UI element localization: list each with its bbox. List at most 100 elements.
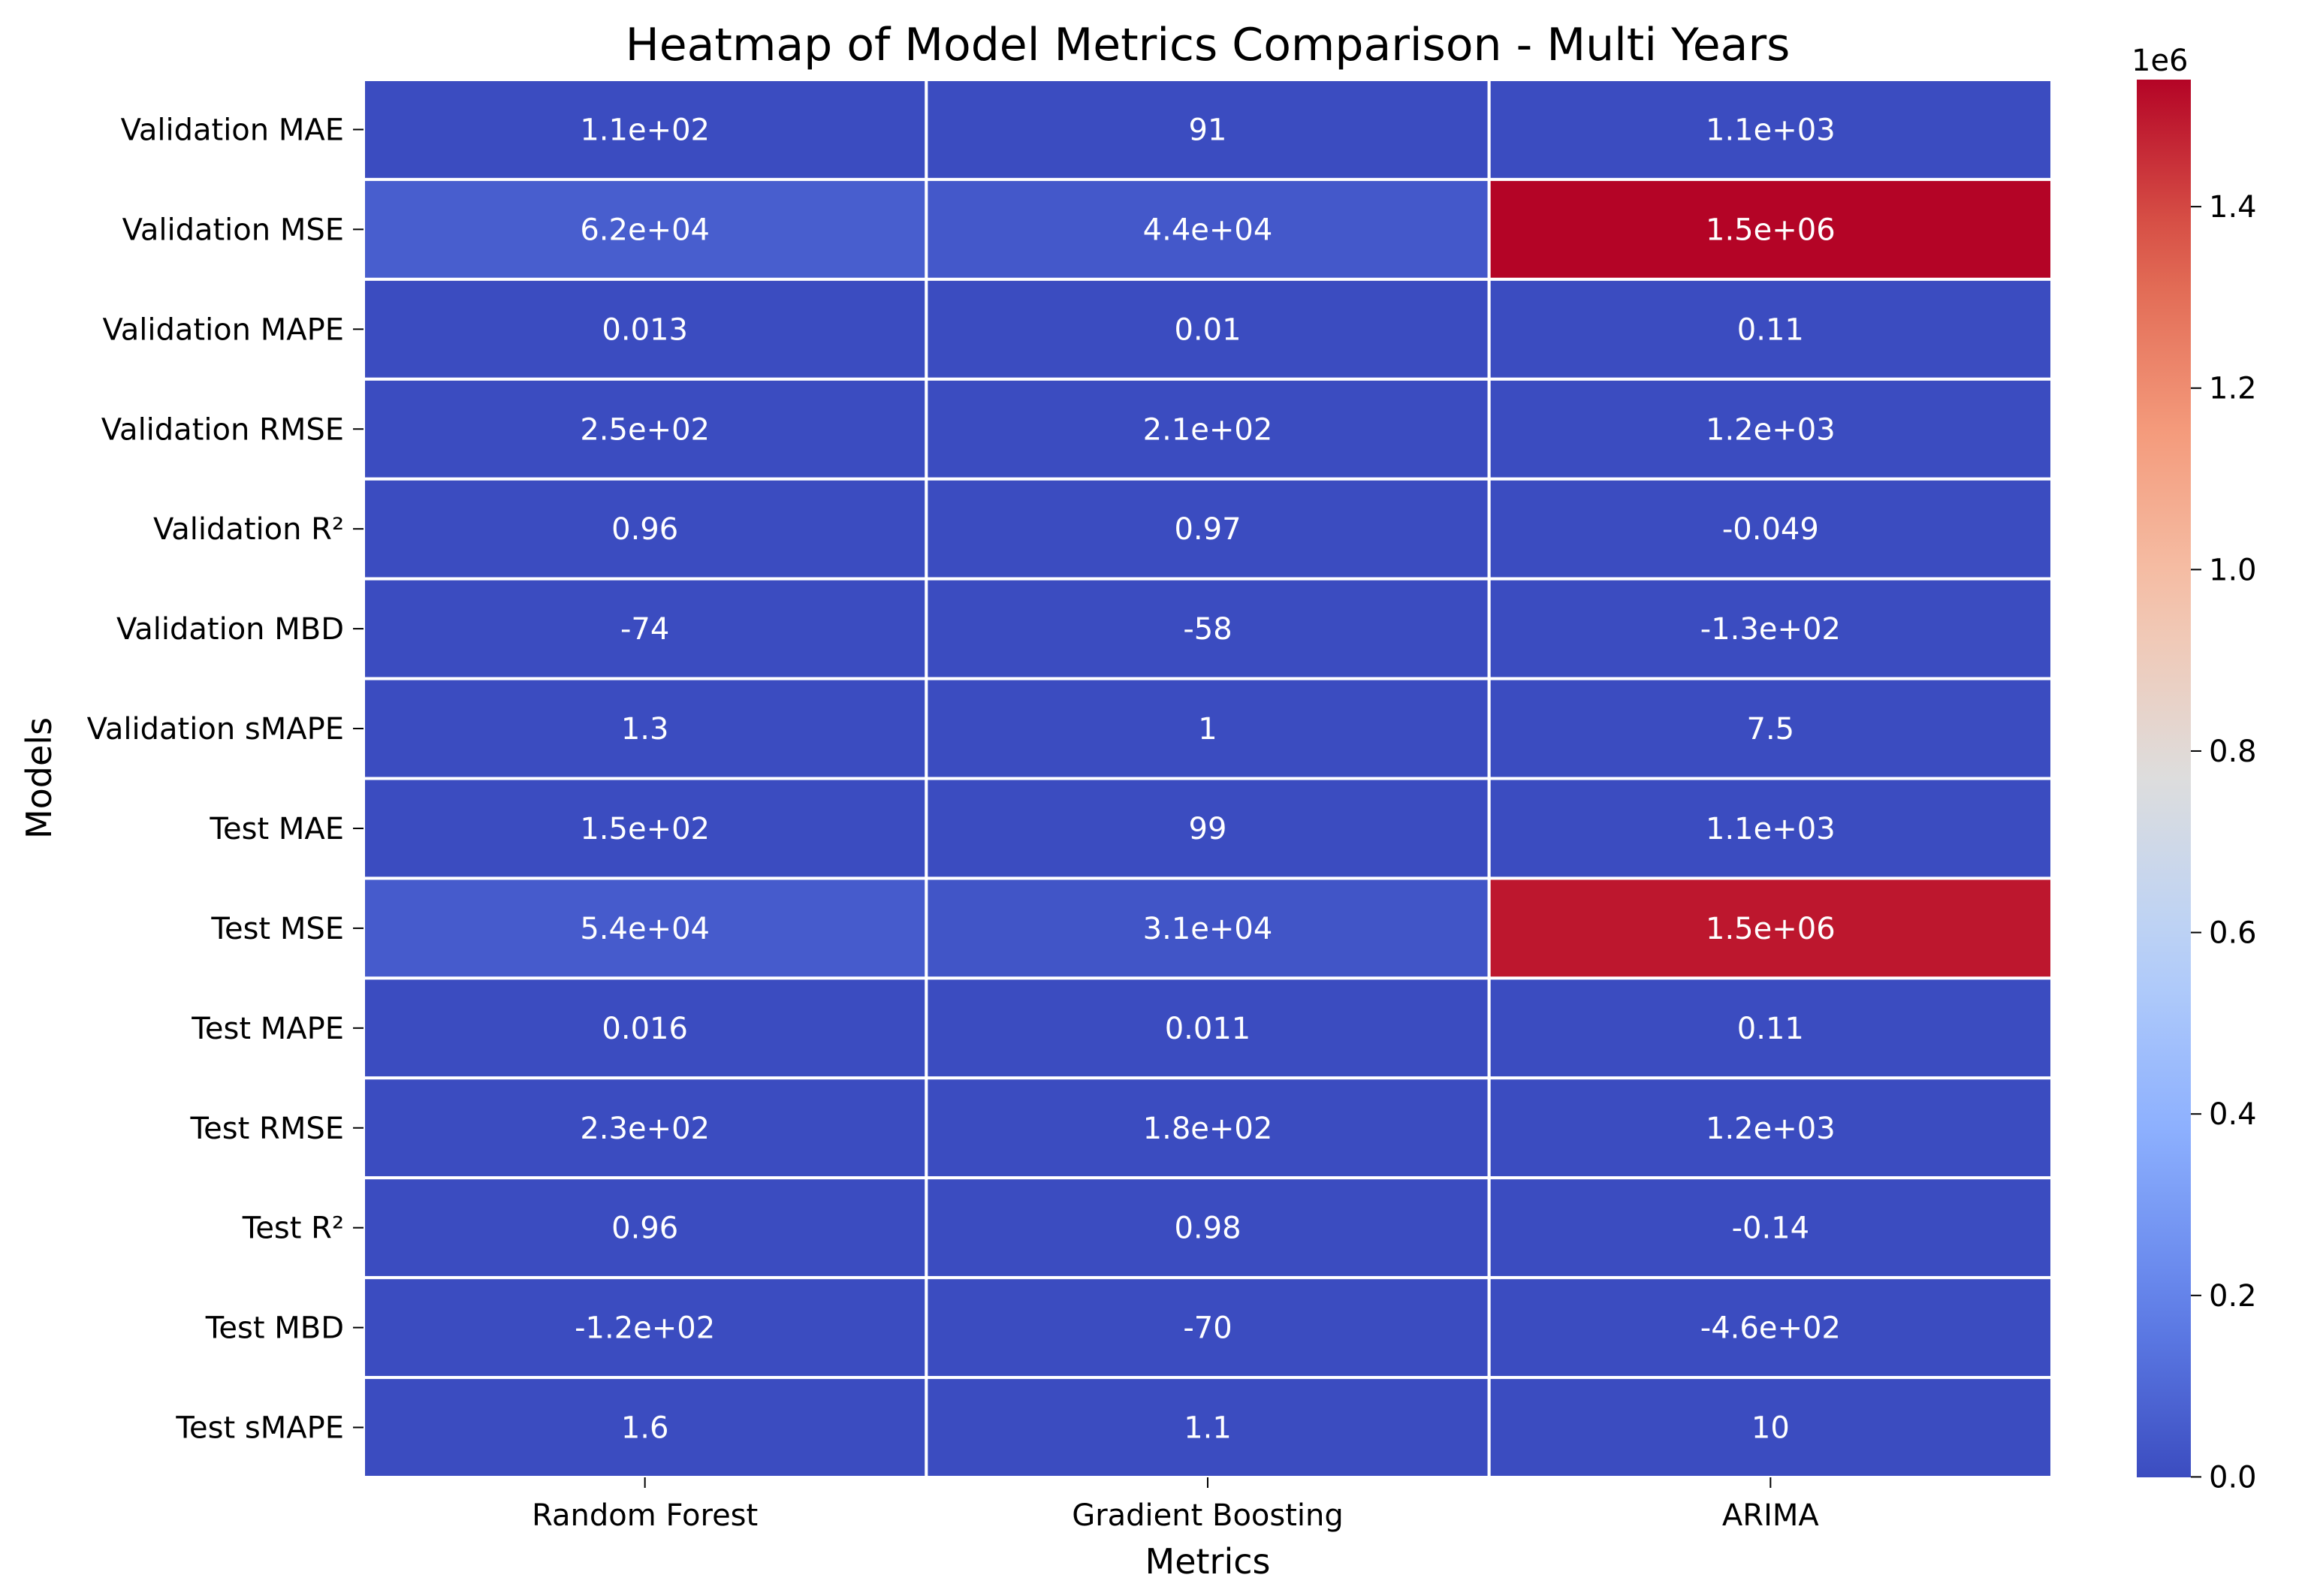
row-label-validation-mae: Validation MAE: [121, 113, 344, 147]
cell-value-label: 0.96: [611, 512, 678, 547]
heatmap-cell-validation-r2-gradient-boosting: [925, 477, 1491, 581]
row-tick-labels: Validation MAE Validation MSE Validation M…: [87, 113, 364, 1446]
cell-value-label: 0.11: [1737, 312, 1804, 347]
cell-value-label: 4.4e+04: [1143, 213, 1273, 247]
cell-value-label: -0.14: [1732, 1211, 1810, 1246]
cell-value-label: 1.1e+03: [1706, 812, 1836, 846]
heatmap-cell-test-mbd-arima: [1487, 1276, 2053, 1380]
cell-value-label: 1.1: [1184, 1411, 1232, 1446]
cell-value-label: 0.013: [602, 312, 688, 347]
heatmap-cell-test-mse-random-forest: [362, 876, 928, 980]
heatmap-cell-validation-mbd-gradient-boosting: [925, 577, 1491, 680]
row-label-test-mse: Test MSE: [210, 912, 344, 946]
heatmap-cell-validation-smape-arima: [1487, 677, 2053, 780]
row-label-validation-smape: Validation sMAPE: [87, 712, 344, 747]
cell-value-label: 5.4e+04: [580, 912, 710, 946]
heatmap-cell-test-r2-arima: [1487, 1176, 2053, 1280]
cell-value-label: 0.11: [1737, 1012, 1804, 1046]
colorbar-tick-label: 1.4: [2209, 190, 2257, 225]
cell-value-label: 0.016: [602, 1012, 688, 1046]
y-axis-title: Models: [19, 717, 59, 839]
cell-value-label: 6.2e+04: [580, 213, 710, 247]
chart-title: Heatmap of Model Metrics Comparison - Mu…: [626, 19, 1791, 71]
cell-value-label: 0.96: [611, 1211, 678, 1246]
cell-value-label: -1.3e+02: [1700, 612, 1841, 647]
heatmap-cell-test-mape-gradient-boosting: [925, 976, 1491, 1080]
x-axis-title: Metrics: [1145, 1541, 1271, 1582]
column-label-gradient-boosting: Gradient Boosting: [1072, 1498, 1344, 1533]
heatmap-cell-test-rmse-random-forest: [362, 1076, 928, 1180]
cell-value-label: 10: [1751, 1411, 1790, 1446]
cell-value-label: 1.5e+02: [580, 812, 710, 846]
heatmap-cell-validation-smape-gradient-boosting: [925, 677, 1491, 780]
heatmap-cell-validation-mae-random-forest: [362, 78, 928, 181]
cell-value-label: 1.3: [621, 712, 669, 747]
heatmap-cell-test-mae-arima: [1487, 777, 2053, 880]
row-label-test-r2: Test R²: [242, 1211, 344, 1246]
cell-value-label: 0.01: [1174, 312, 1241, 347]
colorbar-tick-label: 0.4: [2209, 1097, 2257, 1132]
cell-value-label: 99: [1189, 812, 1227, 846]
cell-value-label: 7.5: [1747, 712, 1795, 747]
row-label-test-mbd: Test MBD: [205, 1311, 344, 1346]
colorbar-tick-label: 0.2: [2209, 1279, 2257, 1314]
cell-value-label: 1.1e+02: [580, 113, 710, 147]
colorbar-scale-label: 1e6: [2132, 44, 2189, 78]
heatmap-cell-validation-rmse-arima: [1487, 377, 2053, 481]
heatmap-cells: 1.1e+02 91 1.1e+03 6.2e+04 4.4e+04 1.5e+06 0.0…: [362, 78, 2053, 1479]
colorbar: 1e6 0.0 0.2 0.4 0.6 0.8 1.0 1.2 1.4: [2132, 44, 2257, 1495]
cell-value-label: 0.98: [1174, 1211, 1241, 1246]
cell-value-label: 1.2e+03: [1706, 1112, 1836, 1146]
row-label-test-rmse: Test RMSE: [190, 1112, 344, 1146]
heatmap-cell-test-mbd-random-forest: [362, 1276, 928, 1380]
heatmap-cell-validation-mbd-arima: [1487, 577, 2053, 680]
heatmap-cell-test-mse-arima: [1487, 876, 2053, 980]
colorbar-gradient: [2137, 80, 2191, 1477]
heatmap-cell-test-mae-random-forest: [362, 777, 928, 880]
colorbar-tick-label: 1.0: [2209, 553, 2257, 587]
cell-value-label: 91: [1189, 113, 1227, 147]
cell-value-label: 1: [1198, 712, 1217, 747]
heatmap-cell-test-mape-arima: [1487, 976, 2053, 1080]
row-label-test-mape: Test MAPE: [191, 1012, 344, 1046]
heatmap-cell-validation-mae-gradient-boosting: [925, 78, 1491, 181]
colorbar-tick-label: 0.8: [2209, 735, 2257, 769]
heatmap-cell-validation-smape-random-forest: [362, 677, 928, 780]
row-label-validation-r2: Validation R²: [153, 512, 344, 547]
heatmap-cell-test-rmse-arima: [1487, 1076, 2053, 1180]
cell-value-label: 1.5e+06: [1706, 213, 1836, 247]
heatmap-cell-test-smape-random-forest: [362, 1376, 928, 1479]
cell-value-label: 1.2e+03: [1706, 412, 1836, 447]
heatmap-cell-test-smape-arima: [1487, 1376, 2053, 1479]
heatmap-cell-validation-mape-gradient-boosting: [925, 277, 1491, 381]
colorbar-tick-label: 0.0: [2209, 1460, 2257, 1495]
cell-value-label: 2.5e+02: [580, 412, 710, 447]
cell-value-label: 0.97: [1174, 512, 1241, 547]
column-label-random-forest: Random Forest: [532, 1498, 758, 1533]
cell-value-label: 1.5e+06: [1706, 912, 1836, 946]
heatmap-cell-validation-mse-arima: [1487, 177, 2053, 281]
heatmap-cell-validation-rmse-random-forest: [362, 377, 928, 481]
colorbar-tick-label: 0.6: [2209, 916, 2257, 951]
row-label-validation-mape: Validation MAPE: [102, 312, 344, 347]
heatmap-cell-validation-mae-arima: [1487, 78, 2053, 181]
heatmap-cell-test-mae-gradient-boosting: [925, 777, 1491, 880]
row-label-test-mae: Test MAE: [209, 812, 344, 846]
cell-value-label: -70: [1183, 1311, 1232, 1346]
cell-value-label: -0.049: [1722, 512, 1819, 547]
heatmap-cell-test-mape-random-forest: [362, 976, 928, 1080]
cell-value-label: -74: [620, 612, 669, 647]
cell-value-label: 3.1e+04: [1143, 912, 1273, 946]
row-label-validation-mse: Validation MSE: [122, 213, 344, 247]
column-tick-labels: Random Forest Gradient Boosting ARIMA: [532, 1477, 1819, 1533]
row-label-test-smape: Test sMAPE: [175, 1411, 344, 1446]
cell-value-label: -1.2e+02: [575, 1311, 715, 1346]
row-label-validation-mbd: Validation MBD: [116, 612, 344, 647]
cell-value-label: 2.1e+02: [1143, 412, 1273, 447]
cell-value-label: 1.1e+03: [1706, 113, 1836, 147]
column-label-arima: ARIMA: [1722, 1498, 1819, 1533]
cell-value-label: 2.3e+02: [580, 1112, 710, 1146]
colorbar-tick-label: 1.2: [2209, 372, 2257, 406]
